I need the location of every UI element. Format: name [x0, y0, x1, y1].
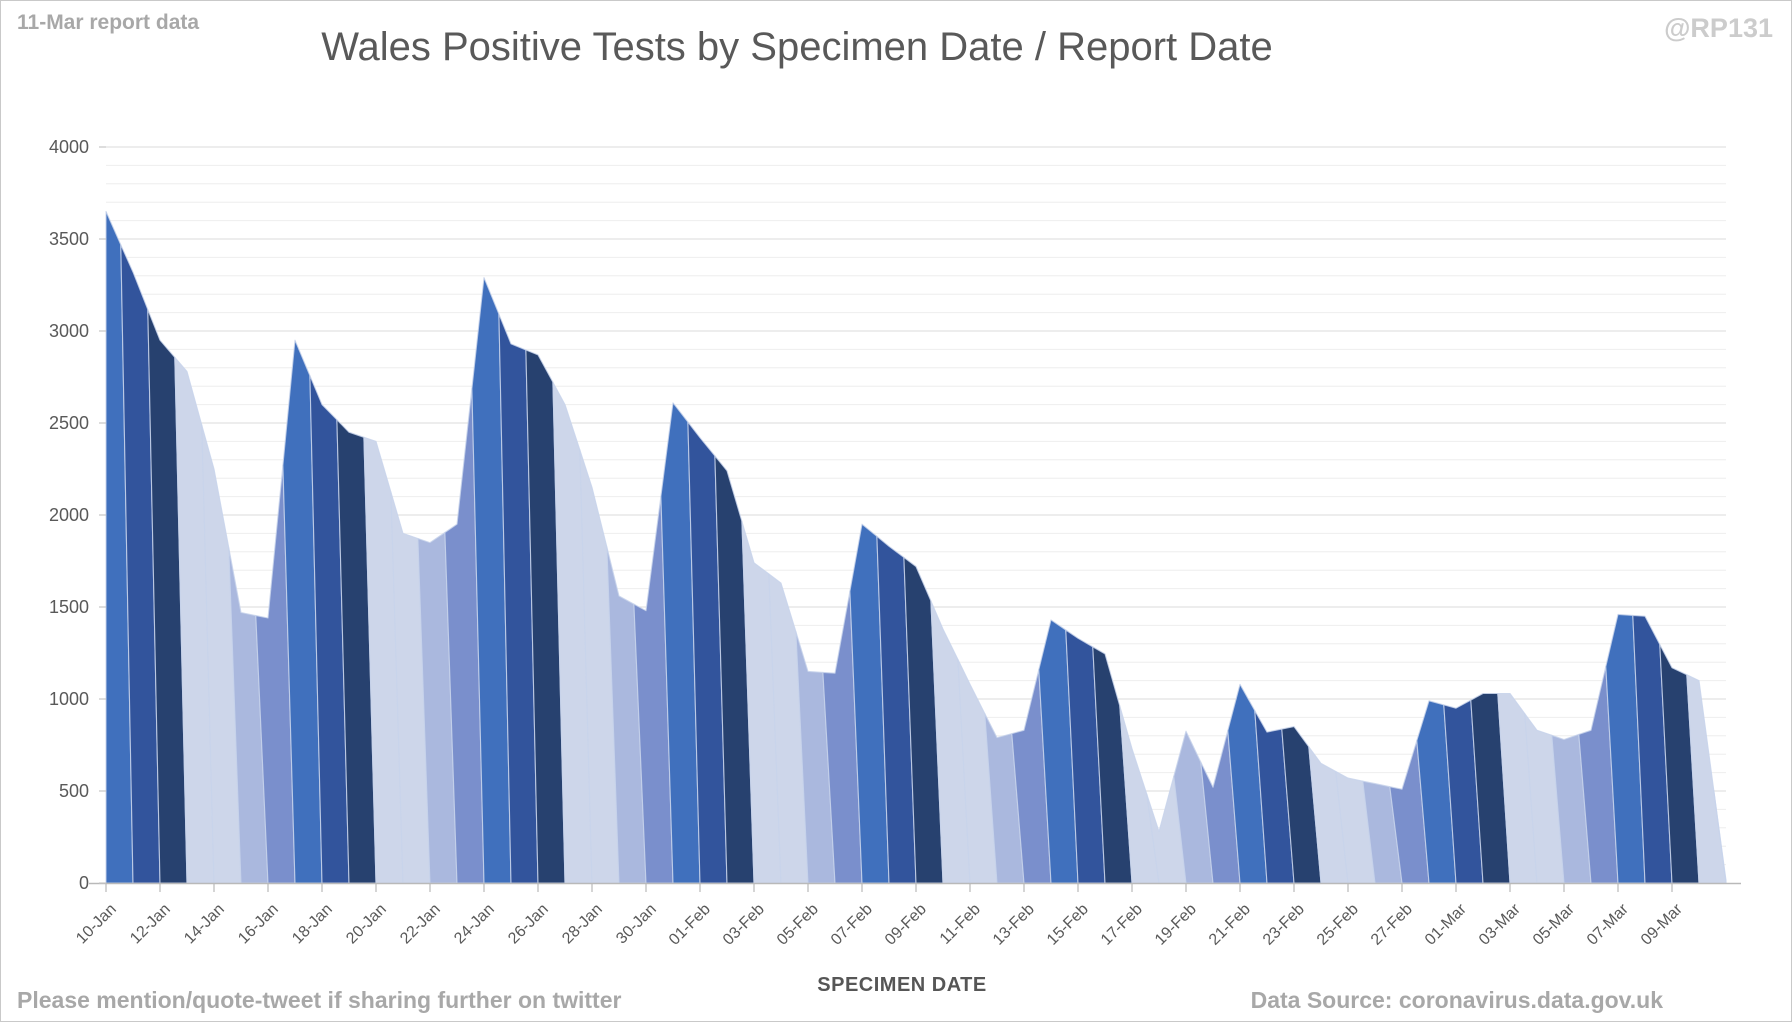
- y-tick-label: 3500: [49, 229, 89, 249]
- x-tick-label: 17-Feb: [1098, 901, 1146, 949]
- y-tick-label: 1500: [49, 597, 89, 617]
- report-date-area-stripe: [1713, 789, 1727, 884]
- x-tick-label: 07-Feb: [828, 901, 876, 949]
- data-source-note: Data Source: coronavirus.data.gov.uk: [1250, 987, 1663, 1013]
- y-tick-label: 2000: [49, 505, 89, 525]
- x-tick-label: 01-Mar: [1422, 900, 1470, 948]
- x-tick-label: 30-Jan: [613, 901, 660, 948]
- y-tick-label: 500: [59, 781, 89, 801]
- x-tick-label: 20-Jan: [343, 901, 390, 948]
- x-tick-label: 05-Feb: [774, 901, 822, 949]
- x-tick-label: 26-Jan: [505, 901, 552, 948]
- x-tick-label: 13-Feb: [990, 901, 1038, 949]
- x-axis-title: SPECIMEN DATE: [817, 974, 987, 996]
- x-tick-label: 25-Feb: [1314, 901, 1362, 949]
- x-tick-label: 09-Feb: [882, 901, 930, 949]
- share-request-note: Please mention/quote-tweet if sharing fu…: [17, 987, 622, 1013]
- x-tick-label: 14-Jan: [181, 901, 228, 948]
- x-tick-label: 01-Feb: [666, 901, 714, 949]
- y-tick-label: 2500: [49, 413, 89, 433]
- y-tick-label: 4000: [49, 137, 89, 157]
- y-tick-label: 3000: [49, 321, 89, 341]
- x-tick-label: 28-Jan: [559, 901, 606, 948]
- x-tick-label: 11-Feb: [937, 901, 984, 948]
- x-tick-label: 16-Jan: [235, 901, 282, 948]
- x-tick-label: 12-Jan: [127, 901, 174, 948]
- x-tick-label: 03-Feb: [720, 901, 768, 949]
- chart-title: Wales Positive Tests by Specimen Date / …: [321, 25, 1273, 69]
- x-tick-label: 19-Feb: [1152, 901, 1200, 949]
- x-tick-label: 03-Mar: [1476, 900, 1524, 948]
- report-date-note: 11-Mar report data: [17, 11, 200, 34]
- x-tick-label: 15-Feb: [1044, 901, 1092, 949]
- x-tick-label: 07-Mar: [1584, 900, 1632, 948]
- author-watermark: @RP131: [1664, 13, 1773, 43]
- y-tick-label: 0: [79, 873, 89, 893]
- x-tick-label: 27-Feb: [1368, 901, 1416, 949]
- x-tick-label: 05-Mar: [1530, 900, 1578, 948]
- x-tick-label: 22-Jan: [397, 901, 444, 948]
- x-tick-label: 23-Feb: [1260, 901, 1308, 949]
- x-tick-label: 18-Jan: [289, 901, 336, 948]
- x-tick-label: 10-Jan: [73, 901, 120, 948]
- y-tick-label: 1000: [49, 689, 89, 709]
- x-tick-label: 09-Mar: [1638, 900, 1686, 948]
- x-tick-label: 21-Feb: [1206, 901, 1254, 949]
- x-tick-label: 24-Jan: [451, 901, 498, 948]
